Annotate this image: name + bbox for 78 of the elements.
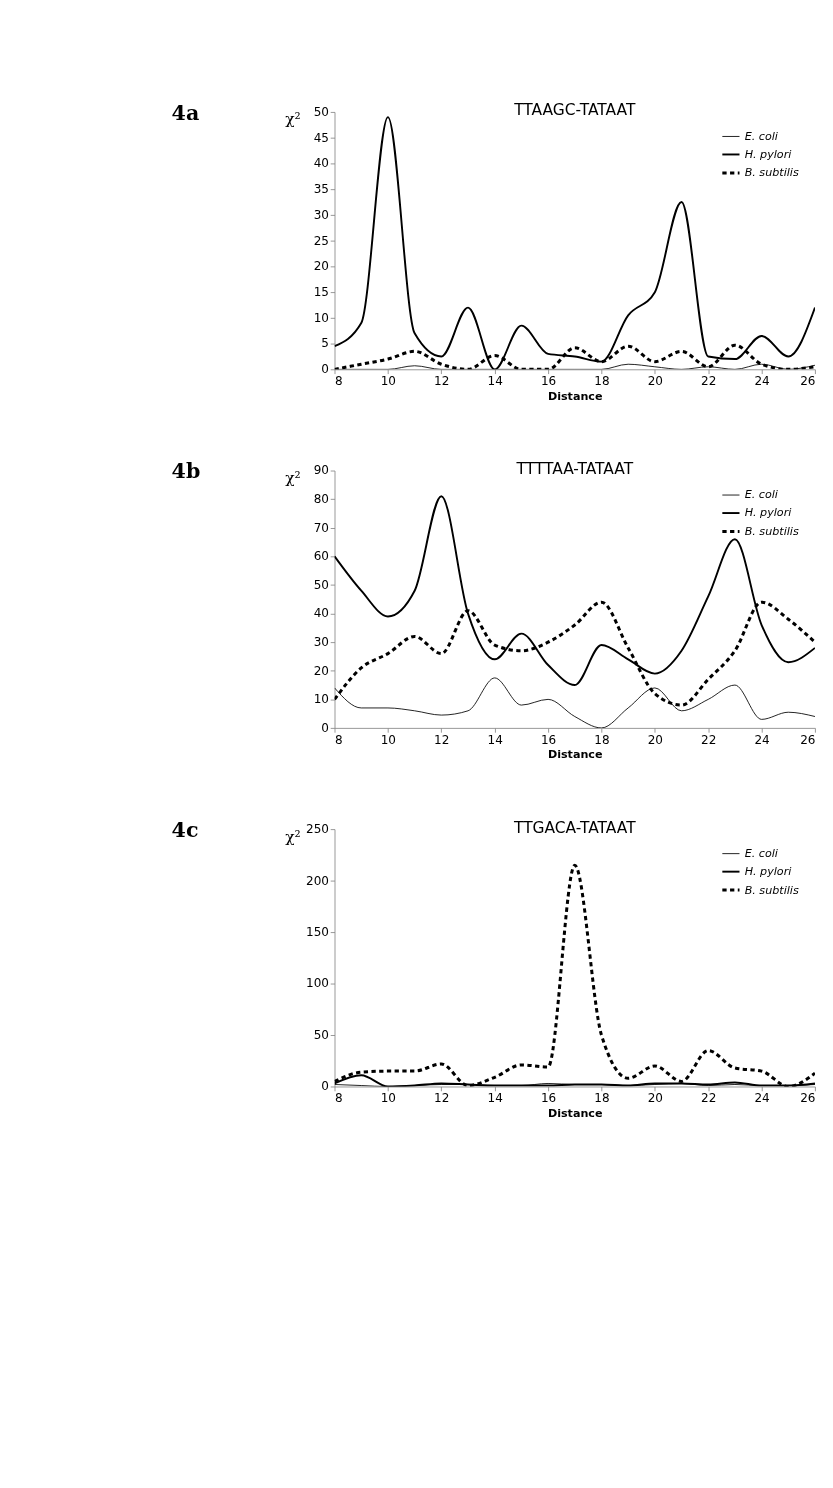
- legend-label: B. subtilis: [744, 166, 799, 180]
- x-tick-label: 8: [335, 1091, 343, 1106]
- y-tick-label: 45: [313, 130, 329, 145]
- y-tick-label: 20: [313, 663, 329, 678]
- x-tick-label: 16: [540, 374, 557, 389]
- chart-title: TTGACA-TATAAT: [512, 818, 637, 837]
- x-tick-label: 16: [540, 1091, 557, 1106]
- y-tick-label: 30: [313, 207, 329, 222]
- x-tick-label: 18: [594, 732, 610, 747]
- y-tick-label: 40: [313, 156, 329, 171]
- y-tick-label: 0: [321, 362, 329, 377]
- y-tick-label: 80: [313, 492, 329, 507]
- y-tick-label: 90: [313, 463, 329, 478]
- x-tick-label: 20: [647, 1091, 663, 1106]
- x-tick-label: 10: [380, 374, 397, 389]
- x-axis-title: Distance: [547, 748, 603, 762]
- y-tick-label: 50: [313, 577, 329, 592]
- y-axis-title: χ²: [285, 110, 301, 129]
- y-tick-label: 25: [313, 233, 329, 248]
- legend-label: E. coli: [744, 488, 779, 502]
- x-tick-label: 22: [701, 374, 717, 389]
- legend-label: E. coli: [744, 847, 779, 861]
- x-tick-label: 22: [701, 1091, 717, 1106]
- x-tick-label: 20: [647, 732, 663, 747]
- legend-label: B. subtilis: [744, 524, 799, 538]
- x-tick-label: 26: [800, 374, 816, 389]
- legend-label: B. subtilis: [744, 883, 799, 897]
- x-tick-label: 14: [487, 732, 503, 747]
- x-tick-label: 14: [487, 1091, 503, 1106]
- x-tick-label: 16: [540, 732, 557, 747]
- x-tick-label: 8: [335, 732, 343, 747]
- y-tick-label: 10: [313, 310, 329, 325]
- x-axis-title: Distance: [547, 1107, 603, 1121]
- y-tick-label: 250: [306, 822, 329, 837]
- y-tick-label: 0: [321, 1079, 329, 1094]
- y-tick-label: 60: [313, 549, 329, 564]
- y-tick-label: 10: [313, 692, 329, 707]
- y-tick-label: 100: [306, 976, 329, 991]
- x-tick-label: 12: [434, 1091, 450, 1106]
- y-tick-label: 20: [313, 259, 329, 274]
- legend-label: H. pylori: [744, 506, 793, 520]
- text: 4c: [171, 817, 199, 842]
- x-axis-title: Distance: [547, 389, 603, 403]
- x-tick-label: 12: [434, 732, 450, 747]
- x-tick-label: 12: [434, 374, 450, 389]
- x-tick-label: 24: [754, 374, 770, 389]
- x-tick-label: 18: [594, 374, 610, 389]
- x-tick-label: 14: [487, 374, 503, 389]
- x-tick-label: 24: [754, 1091, 770, 1106]
- y-tick-label: 5: [321, 336, 329, 351]
- x-tick-label: 10: [380, 1091, 397, 1106]
- x-tick-label: 8: [335, 374, 343, 389]
- y-tick-label: 150: [306, 925, 329, 939]
- legend-label: E. coli: [744, 129, 779, 143]
- x-tick-label: 20: [647, 374, 663, 389]
- y-tick-label: 70: [313, 520, 329, 535]
- x-tick-label: 10: [380, 732, 397, 747]
- y-tick-label: 50: [313, 104, 329, 119]
- x-tick-label: 22: [701, 732, 717, 747]
- chart-title: TTTTAA-TATAAT: [515, 460, 634, 479]
- y-tick-label: 40: [313, 606, 329, 621]
- x-tick-label: 24: [754, 732, 770, 747]
- y-tick-label: 30: [313, 635, 329, 650]
- y-axis-title: χ²: [285, 469, 301, 488]
- x-tick-label: 18: [594, 1091, 610, 1106]
- legend-label: H. pylori: [744, 865, 793, 879]
- y-tick-label: 50: [313, 1027, 329, 1042]
- text: 4a: [171, 100, 200, 125]
- legend-label: H. pylori: [744, 147, 793, 161]
- y-tick-label: 0: [321, 720, 329, 735]
- text: 4b: [171, 459, 201, 484]
- chart-title: TTAAGC-TATAAT: [513, 101, 636, 120]
- y-tick-label: 15: [313, 285, 329, 300]
- y-tick-label: 35: [313, 182, 329, 197]
- x-tick-label: 26: [800, 732, 816, 747]
- y-axis-title: χ²: [285, 827, 301, 846]
- y-tick-label: 200: [306, 873, 329, 888]
- x-tick-label: 26: [800, 1091, 816, 1106]
